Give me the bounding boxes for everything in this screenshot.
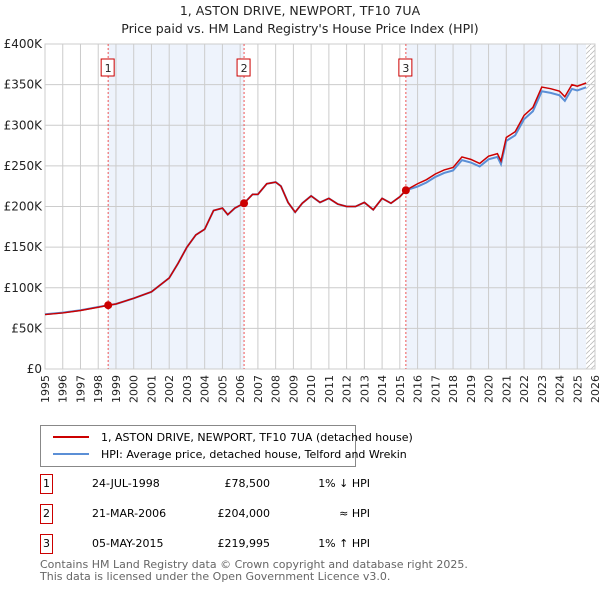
y-tick-label: £400K <box>4 37 44 51</box>
x-tick-label: 2026 <box>589 375 600 403</box>
x-tick-label: 2002 <box>163 375 176 403</box>
sale-label: 2 <box>241 62 248 75</box>
sale-price: £219,995 <box>217 537 271 550</box>
sale-point <box>401 186 410 195</box>
y-tick-label: £350K <box>4 78 44 92</box>
sale-label-box <box>398 58 413 77</box>
x-tick-label: 2005 <box>216 375 229 403</box>
sale-hpi: 1% ↓ HPI <box>318 477 370 490</box>
x-tick-label: 2025 <box>571 375 584 403</box>
x-tick-label: 2004 <box>199 375 212 403</box>
sale-number: 3 <box>40 534 53 554</box>
sale-price: £204,000 <box>217 507 271 520</box>
y-tick-label: £300K <box>4 118 44 132</box>
x-tick-label: 2001 <box>145 375 158 403</box>
y-tick-label: £250K <box>4 159 44 173</box>
plot-area: 1995 1996 1997 1998 1999 2000 2001 2002 2003 2004… <box>4 37 600 403</box>
price-line <box>44 82 587 316</box>
legend: 1, ASTON DRIVE, NEWPORT, TF10 7UA (detac… <box>40 425 413 467</box>
legend-swatch-price <box>53 436 89 438</box>
x-tick-label: 1998 <box>92 375 105 403</box>
x-tick-label: 2010 <box>305 375 318 403</box>
x-tick-label: 2018 <box>447 375 460 403</box>
sale-date: 05-MAY-2015 <box>92 537 164 550</box>
sale-hpi: ≈ HPI <box>339 507 370 520</box>
sale-date: 21-MAR-2006 <box>92 507 167 520</box>
sale-row: 2 21-MAR-2006 £204,000 ≈ HPI <box>40 504 370 524</box>
sale-row: 1 24-JUL-1998 £78,500 1% ↓ HPI <box>40 474 370 494</box>
sale-label-box <box>100 58 115 77</box>
title: 1, ASTON DRIVE, NEWPORT, TF10 7UA <box>179 3 421 18</box>
legend-label: 1, ASTON DRIVE, NEWPORT, TF10 7UA (detac… <box>101 430 413 444</box>
x-tick-label: 2014 <box>376 375 389 403</box>
sale-date: 24-JUL-1998 <box>92 477 160 490</box>
x-tick-label: 2007 <box>252 375 265 403</box>
legend-swatch-hpi <box>53 453 89 455</box>
sale-point <box>104 301 113 310</box>
x-tick-label: 2000 <box>128 375 141 403</box>
x-tick-label: 2012 <box>341 375 354 403</box>
sale-point <box>240 199 249 208</box>
legend-label: HPI: Average price, detached house, Telf… <box>101 447 407 461</box>
sale-number: 1 <box>40 474 53 494</box>
x-tick-label: 2016 <box>412 375 425 403</box>
x-tick-label: 2017 <box>429 375 442 403</box>
subtitle: Price paid vs. HM Land Registry's House … <box>121 21 479 36</box>
sale-hpi: 1% ↑ HPI <box>318 537 370 550</box>
sale-label-box <box>236 58 251 77</box>
x-tick-label: 2023 <box>536 375 549 403</box>
y-tick-label: £100K <box>4 281 44 295</box>
x-tick-label: 2021 <box>500 375 513 403</box>
legend-item-price: 1, ASTON DRIVE, NEWPORT, TF10 7UA (detac… <box>53 429 413 445</box>
footer-line2: This data is licensed under the Open Gov… <box>40 570 391 583</box>
sale-label: 3 <box>402 62 409 75</box>
plot-border <box>44 43 596 370</box>
x-tick-label: 2011 <box>323 375 336 403</box>
sale-number: 2 <box>40 504 53 524</box>
y-tick-label: £50K <box>11 321 43 335</box>
footer: Contains HM Land Registry data © Crown c… <box>40 559 468 583</box>
y-tick-label: £150K <box>4 240 44 254</box>
chart-title: 1, ASTON DRIVE, NEWPORT, TF10 7UA Price … <box>0 2 600 38</box>
x-tick-label: 2015 <box>394 375 407 403</box>
x-tick-label: 2003 <box>181 375 194 403</box>
x-tick-label: 2009 <box>287 375 300 403</box>
sale-price: £78,500 <box>224 477 271 490</box>
x-tick-label: 2020 <box>483 375 496 403</box>
x-tick-label: 2006 <box>234 375 247 403</box>
sale-row: 3 05-MAY-2015 £219,995 1% ↑ HPI <box>40 534 370 554</box>
x-tick-label: 2022 <box>518 375 531 403</box>
x-tick-label: 2024 <box>554 375 567 403</box>
sale-label: 1 <box>105 62 112 75</box>
x-tick-label: 2019 <box>465 375 478 403</box>
x-tick-label: 2013 <box>358 375 371 403</box>
y-tick-label: £200K <box>4 200 44 214</box>
x-tick-label: 1995 <box>39 375 52 403</box>
footer-line1: Contains HM Land Registry data © Crown c… <box>40 558 468 571</box>
x-tick-label: 1996 <box>57 375 70 403</box>
y-tick-label: £0 <box>27 362 42 376</box>
x-tick-label: 1997 <box>74 375 87 403</box>
x-tick-label: 2008 <box>270 375 283 403</box>
x-tick-label: 1999 <box>110 375 123 403</box>
legend-item-hpi: HPI: Average price, detached house, Telf… <box>53 446 407 462</box>
